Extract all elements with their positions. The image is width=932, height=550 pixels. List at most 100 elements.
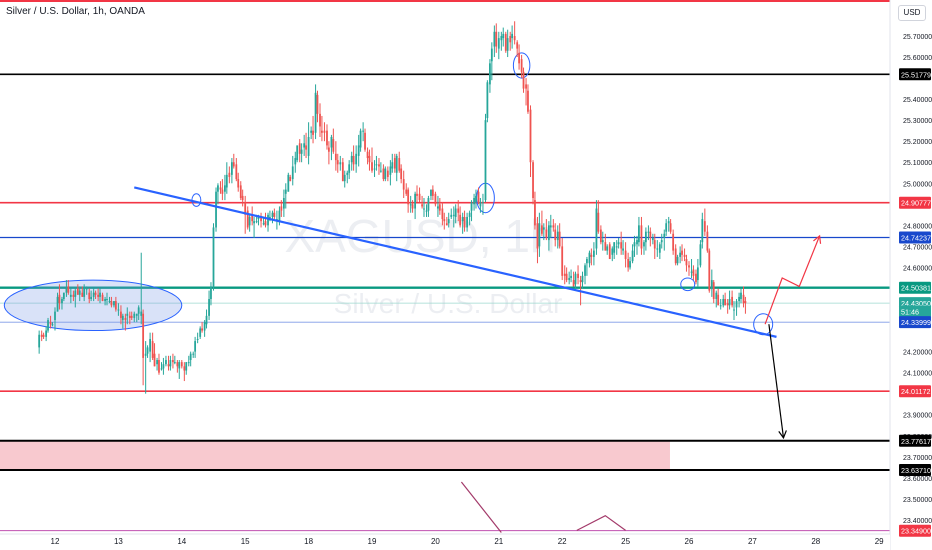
candle-body — [346, 172, 349, 175]
candle-body — [520, 59, 523, 72]
candle-body — [712, 282, 715, 299]
candle-body — [74, 290, 77, 297]
candle-body — [443, 219, 446, 222]
candle-body — [532, 162, 534, 199]
candle-body — [38, 334, 41, 348]
candle-body — [506, 38, 509, 51]
candle-body — [411, 204, 414, 209]
candle-body — [368, 155, 371, 163]
time-axis[interactable]: 12 13 14 15 18 19 20 21 22 25 26 27 28 29 — [0, 533, 890, 550]
candle-body — [545, 229, 548, 238]
candle-body — [696, 267, 699, 281]
candle-body — [454, 208, 457, 217]
candle-body — [151, 341, 154, 358]
candle-body — [149, 338, 151, 352]
candle-body — [466, 216, 468, 228]
price-tag-label: 23.77617 — [901, 437, 931, 446]
price-tag-label: 25.51779 — [901, 70, 931, 79]
price-tick: 24.60000 — [903, 265, 932, 272]
price-axis-bg — [890, 0, 932, 550]
candle-body — [608, 244, 611, 260]
candle-body — [447, 219, 450, 224]
candle-body — [203, 322, 206, 331]
candle-body — [644, 231, 647, 243]
candle-body — [180, 362, 183, 367]
candle-body — [239, 185, 242, 199]
candle-body — [221, 189, 224, 194]
candle-body — [65, 288, 68, 293]
drawings[interactable] — [134, 186, 822, 533]
candle-body — [291, 166, 294, 180]
candle-body — [194, 341, 197, 352]
price-tag-label: 24.50381 — [901, 284, 931, 293]
candle-body — [463, 216, 466, 228]
candle-body — [189, 353, 192, 361]
candle-body — [676, 256, 679, 264]
candle-body — [126, 313, 129, 316]
price-tag — [899, 434, 931, 447]
candle-body — [215, 191, 217, 228]
candle-body — [253, 221, 255, 224]
candle-body — [235, 164, 238, 180]
candle-body — [438, 204, 441, 211]
candle-body — [622, 248, 624, 251]
candle-body — [110, 301, 113, 306]
candle-body — [470, 202, 473, 211]
candle-body — [54, 311, 56, 321]
candle-body — [674, 248, 677, 264]
currency-button[interactable]: USD — [898, 5, 926, 21]
candle-body — [719, 305, 722, 307]
candle-body — [681, 250, 683, 255]
candle-body — [586, 259, 588, 264]
candle-body — [241, 195, 244, 201]
candle-body — [330, 136, 333, 148]
candle-body — [418, 193, 421, 201]
price-tick: 25.40000 — [903, 97, 932, 104]
candle-body — [683, 254, 686, 257]
price-tick: 25.30000 — [903, 118, 932, 125]
candle-body — [570, 275, 572, 278]
candle-body — [192, 353, 195, 355]
candle-body — [97, 294, 100, 297]
candle-body — [643, 242, 645, 247]
candle-body — [538, 223, 541, 247]
candle-body — [695, 273, 697, 283]
candle-body — [688, 265, 690, 268]
candle-body — [518, 52, 520, 64]
candle-body — [321, 130, 323, 133]
arrowhead — [813, 234, 822, 244]
candle-body — [445, 223, 448, 226]
candle-body — [595, 208, 598, 249]
candle-body — [563, 273, 566, 276]
price-tag — [899, 281, 931, 294]
time-tick: 28 — [811, 537, 820, 546]
time-tick: 29 — [875, 537, 884, 546]
candle-body — [706, 231, 709, 251]
candle-body — [685, 259, 688, 266]
candle-body — [653, 240, 656, 249]
candle-body — [366, 151, 369, 159]
horizontal-levels[interactable] — [0, 73, 890, 532]
candle-body — [78, 290, 81, 295]
candle-body — [425, 210, 428, 212]
candle-body — [400, 168, 403, 180]
price-axis[interactable]: 25.70000 25.60000 25.40000 25.30000 25.20000… — [889, 0, 932, 550]
candle-body — [421, 204, 423, 207]
candle-body — [663, 233, 666, 238]
candle-body — [140, 311, 143, 316]
candle-body — [542, 227, 545, 230]
candle-body — [631, 250, 634, 262]
candle-body — [99, 292, 101, 297]
candle-body — [196, 338, 199, 340]
candle-body — [316, 94, 319, 114]
candle-body — [280, 206, 283, 211]
candle-body — [260, 216, 262, 222]
candle-body — [56, 296, 59, 312]
candle-body — [153, 353, 156, 367]
candle-body — [273, 212, 276, 217]
time-tick: 12 — [51, 537, 60, 546]
candle-body — [350, 155, 353, 163]
candle-body — [534, 200, 536, 226]
